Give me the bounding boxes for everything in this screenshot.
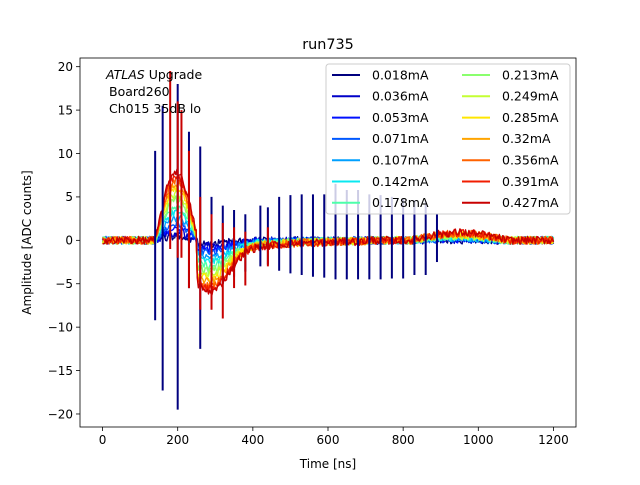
legend-label: 0.036mA [372,89,429,104]
legend-label: 0.142mA [372,174,429,189]
legend-item: 0.32mA [462,131,551,146]
legend-label: 0.213mA [502,67,559,82]
chart-title: run735 [302,37,354,53]
legend-item: 0.142mA [332,174,429,189]
legend-item: 0.356mA [462,153,559,168]
y-tick-label: −5 [55,277,73,291]
legend: 0.018mA 0.036mA 0.053mA 0.071mA 0.107mA 0.142… [325,63,571,215]
x-tick-label: 1000 [463,433,494,447]
legend-label: 0.249mA [502,89,559,104]
plot-area [101,71,555,410]
x-axis: 0 200 400 600 800 1000 1200 [99,427,569,447]
x-tick-label: 1200 [538,433,569,447]
y-tick-label: 10 [58,147,73,161]
legend-label: 0.32mA [502,131,551,146]
legend-item: 0.036mA [332,89,429,104]
legend-item: 0.018mA [332,67,429,82]
legend-label: 0.071mA [372,131,429,146]
annotation-line-3: Ch015 35dB lo [109,101,201,116]
legend-item: 0.107mA [332,153,429,168]
legend-label: 0.427mA [502,195,559,210]
atlas-annotation: ATLAS Upgrade Board260 Ch015 35dB lo [105,67,202,116]
legend-item: 0.053mA [332,110,429,125]
x-tick-label: 0 [99,433,107,447]
y-axis-label: Amplitude [ADC counts] [20,170,34,314]
x-tick-label: 600 [317,433,340,447]
y-tick-label: −20 [48,407,73,421]
y-tick-label: 20 [58,60,73,74]
y-tick-label: −15 [48,364,73,378]
y-tick-label: 0 [65,234,73,248]
y-tick-label: 5 [65,190,73,204]
annotation-atlas: ATLAS [105,67,145,82]
legend-box [325,63,571,215]
legend-item: 0.427mA [462,195,559,210]
legend-item: 0.178mA [332,195,429,210]
y-axis: −20 −15 −10 −5 0 5 10 15 20 [48,60,80,421]
x-tick-label: 400 [241,433,264,447]
legend-label: 0.053mA [372,110,429,125]
legend-label: 0.018mA [372,67,429,82]
legend-label: 0.285mA [502,110,559,125]
legend-item: 0.391mA [462,174,559,189]
legend-label: 0.107mA [372,153,429,168]
legend-label: 0.178mA [372,195,429,210]
legend-label: 0.391mA [502,174,559,189]
legend-item: 0.285mA [462,110,559,125]
x-axis-label: Time [ns] [299,457,356,471]
y-tick-label: 15 [58,103,73,117]
x-tick-label: 200 [166,433,189,447]
legend-item: 0.249mA [462,89,559,104]
legend-label: 0.356mA [502,153,559,168]
annotation-upgrade: Upgrade [145,67,203,82]
y-tick-label: −10 [48,320,73,334]
annotation-line-2: Board260 [109,84,170,99]
annotation-line-1: ATLAS Upgrade [105,67,202,82]
spike-layer [154,71,438,410]
x-tick-label: 800 [392,433,415,447]
legend-item: 0.071mA [332,131,429,146]
legend-item: 0.213mA [462,67,559,82]
